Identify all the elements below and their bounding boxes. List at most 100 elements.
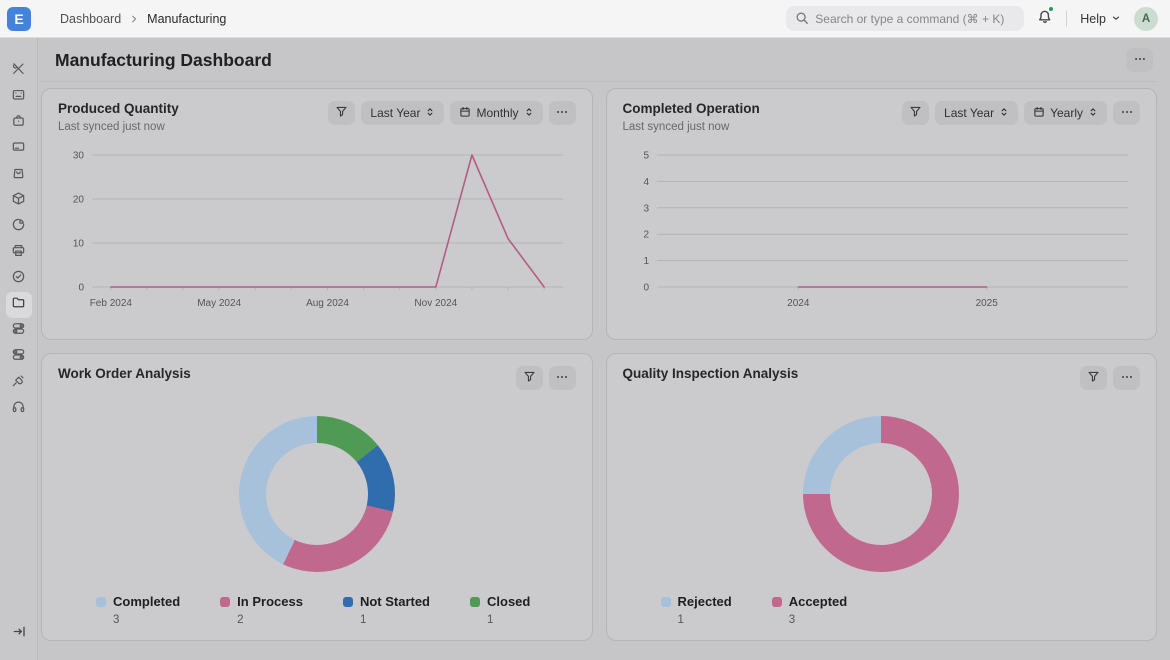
sidebar-item-credit-card[interactable] (6, 136, 32, 162)
card-menu-button[interactable] (548, 366, 576, 390)
sidebar-item-cash-register[interactable] (6, 84, 32, 110)
sidebar-item-toggle-stack-alt[interactable] (6, 344, 32, 370)
svg-text:20: 20 (73, 195, 85, 206)
card-title: Produced Quantity (58, 101, 179, 116)
page-title: Manufacturing Dashboard (55, 49, 272, 70)
verified-badge-icon (11, 269, 26, 289)
sidebar-item-headset[interactable] (6, 396, 32, 422)
search-icon (795, 11, 809, 30)
card-title: Completed Operation (622, 101, 760, 116)
card-menu-button[interactable] (1113, 366, 1140, 390)
legend-item-not-started: Not Started 1 (342, 594, 430, 626)
pie-chart-icon (11, 217, 26, 237)
line-chart-completed-operation: 0 1 2 3 4 5 2024 2025 (623, 143, 1141, 320)
legend-swatch (220, 596, 231, 607)
sidebar-item-pie-chart[interactable] (6, 214, 32, 240)
help-label: Help (1080, 11, 1106, 26)
collapse-sidebar-icon (12, 624, 27, 644)
sidebar-item-toggle-stack[interactable] (6, 318, 32, 344)
sidebar-item-printer[interactable] (6, 240, 32, 266)
svg-text:10: 10 (73, 239, 85, 250)
frequency-select-value: Yearly (1050, 106, 1083, 120)
sidebar-item-shopping-bag[interactable] (6, 162, 32, 188)
funnel-icon (909, 105, 922, 121)
period-select-value: Last Year (944, 106, 995, 120)
card-work-order-analysis: Work Order Analysis Completed 3 In Process… (41, 353, 593, 641)
sidebar-nav (5, 58, 32, 422)
app-logo-letter: E (14, 10, 24, 27)
avatar[interactable]: A (1134, 6, 1158, 31)
search-input[interactable] (786, 6, 1025, 31)
card-title: Quality Inspection Analysis (622, 366, 799, 381)
ellipsis-icon (1120, 105, 1134, 122)
svg-text:1: 1 (643, 256, 649, 267)
headset-icon (11, 399, 26, 419)
sidebar-item-plug[interactable] (6, 370, 32, 396)
toggle-stack-alt-icon (11, 347, 26, 367)
main-content: Manufacturing Dashboard Produced Quantit… (38, 38, 1170, 660)
breadcrumb-manufacturing[interactable]: Manufacturing (147, 11, 227, 26)
filter-button[interactable] (328, 101, 356, 125)
breadcrumb: Dashboard Manufacturing (60, 12, 226, 26)
legend-value: 1 (677, 614, 684, 626)
legend-swatch (771, 596, 782, 607)
frequency-select[interactable]: Monthly (450, 101, 543, 125)
card-menu-button[interactable] (548, 101, 576, 125)
legend-quality-inspection: Rejected 1 Accepted 3 (623, 594, 1141, 626)
legend-item-closed: Closed 1 (470, 594, 530, 626)
svg-text:Feb 2024: Feb 2024 (90, 298, 133, 309)
sort-chevrons-icon (999, 106, 1009, 120)
sort-chevrons-icon (425, 106, 435, 120)
chevron-right-icon (129, 14, 139, 24)
period-select-value: Last Year (370, 106, 421, 120)
workspace-sidebar (0, 38, 38, 660)
global-search[interactable] (786, 6, 1025, 31)
legend-item-accepted: Accepted 3 (771, 594, 848, 626)
filter-button[interactable] (515, 366, 543, 390)
card-produced-quantity: Produced Quantity Last synced just now L… (41, 88, 593, 340)
sidebar-item-package[interactable] (6, 188, 32, 214)
card-completed-operation: Completed Operation Last synced just now… (605, 88, 1157, 340)
period-select[interactable]: Last Year (361, 101, 445, 125)
sidebar-item-tools[interactable] (6, 58, 32, 84)
collapse-sidebar-button[interactable] (0, 624, 38, 644)
legend-value: 3 (788, 614, 796, 626)
legend-item-in-process: In Process 2 (220, 594, 303, 626)
calendar-icon (1033, 106, 1045, 121)
card-menu-button[interactable] (1113, 101, 1140, 125)
legend-work-order: Completed 3 In Process 2 Not Started 1 Closed 1 (58, 594, 576, 626)
svg-text:30: 30 (73, 151, 85, 162)
legend-swatch (342, 596, 353, 607)
sidebar-item-briefcase[interactable] (6, 110, 32, 136)
legend-label: Completed (113, 594, 181, 609)
legend-value: 3 (113, 614, 120, 626)
frequency-select[interactable]: Yearly (1024, 101, 1107, 125)
credit-card-icon (11, 139, 26, 159)
sidebar-item-verified-badge[interactable] (6, 266, 32, 292)
toggle-stack-icon (11, 321, 26, 341)
legend-value: 1 (487, 614, 494, 626)
page-menu-button[interactable] (1126, 48, 1153, 72)
filter-button[interactable] (1080, 366, 1107, 390)
svg-text:5: 5 (643, 151, 649, 162)
top-navbar: E Dashboard Manufacturing Help (0, 0, 1170, 38)
svg-text:0: 0 (78, 283, 84, 294)
legend-label: Accepted (788, 594, 848, 609)
shopping-bag-icon (11, 165, 26, 185)
filter-button[interactable] (902, 101, 930, 125)
period-select[interactable]: Last Year (935, 101, 1019, 125)
avatar-initial: A (1141, 12, 1151, 25)
app-logo[interactable]: E (7, 6, 31, 31)
calendar-icon (459, 106, 471, 121)
sort-chevrons-icon (524, 106, 534, 120)
legend-item-rejected: Rejected 1 (660, 594, 732, 626)
legend-swatch (660, 596, 671, 607)
bell-icon (1037, 8, 1053, 29)
notifications-button[interactable] (1037, 6, 1055, 29)
chevron-down-icon (1111, 12, 1121, 26)
breadcrumb-dashboard[interactable]: Dashboard (60, 11, 122, 26)
sidebar-item-folder[interactable] (5, 292, 32, 318)
card-sync-status: Last synced just now (58, 121, 165, 133)
help-menu[interactable]: Help (1080, 12, 1121, 26)
notification-dot (1048, 6, 1055, 12)
